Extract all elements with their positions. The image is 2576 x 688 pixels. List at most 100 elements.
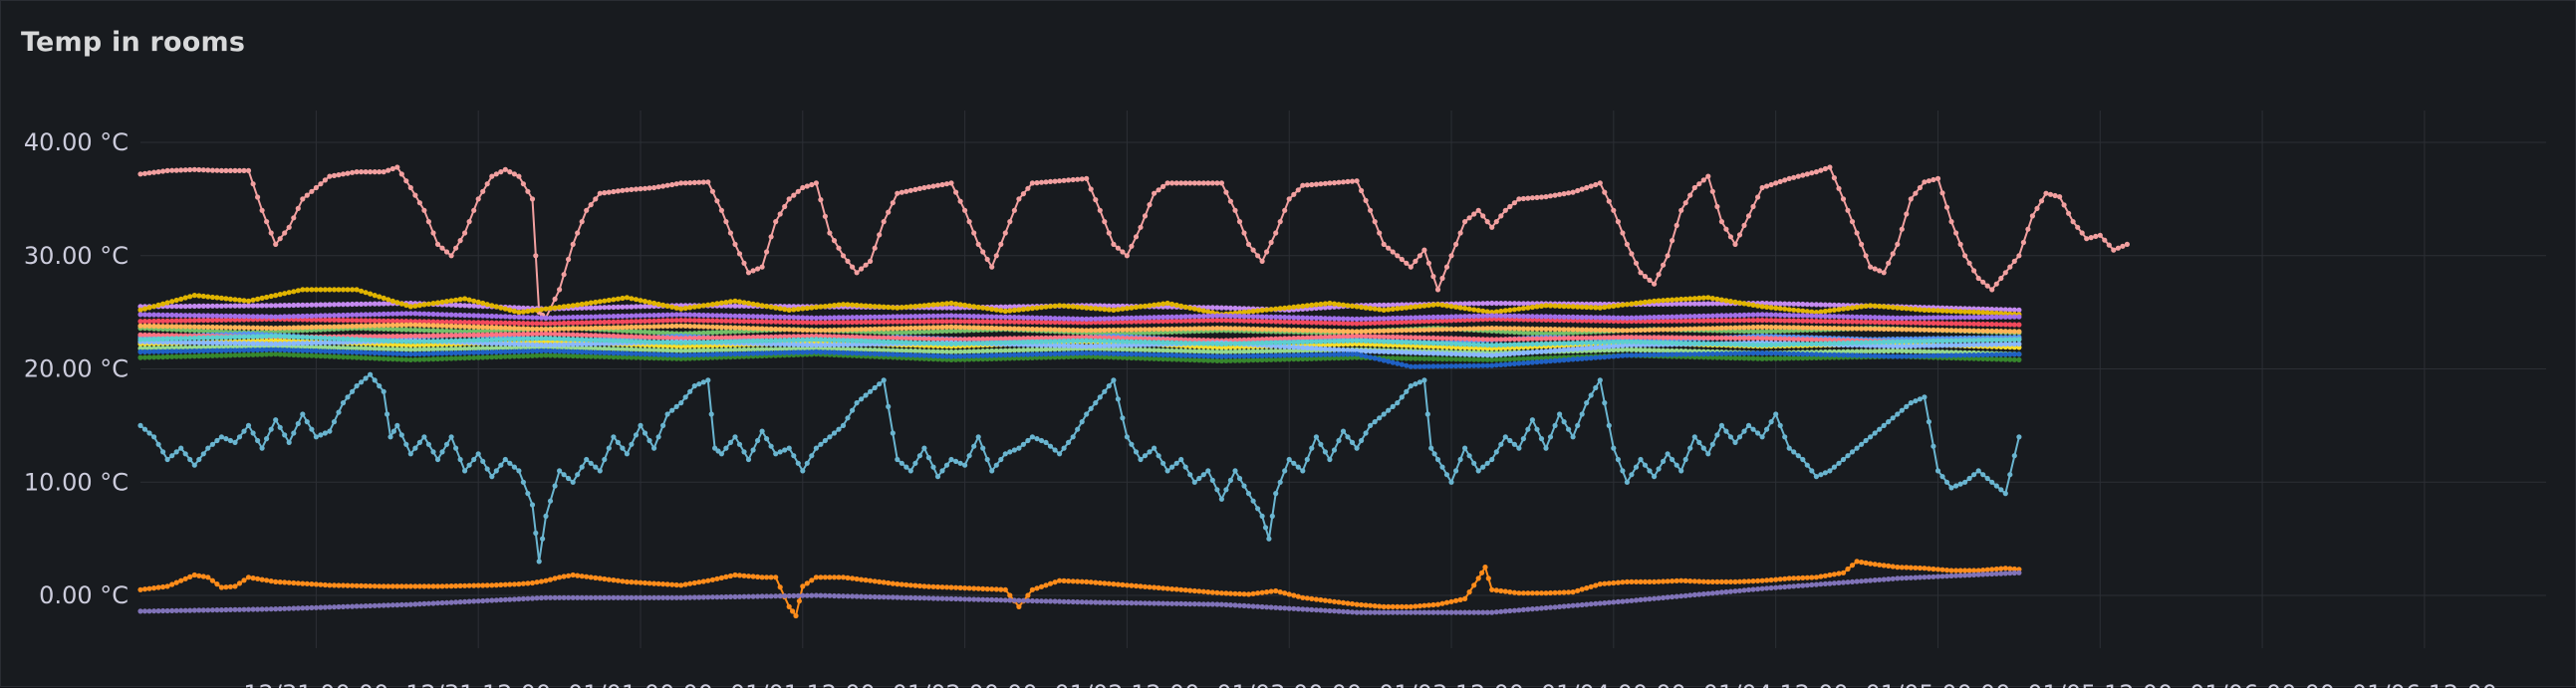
data-point [1043, 305, 1048, 310]
data-point [1016, 604, 1021, 609]
data-point [1273, 319, 1278, 324]
data-point [638, 319, 643, 324]
data-point [873, 246, 878, 251]
data-point [1219, 318, 1224, 323]
data-point [462, 599, 467, 604]
data-point [710, 302, 715, 307]
data-point [494, 468, 499, 473]
data-point [1678, 336, 1683, 341]
plot-area[interactable] [137, 164, 2130, 618]
data-point [1737, 336, 1742, 341]
data-point [1787, 446, 1792, 451]
data-point [1814, 302, 1819, 307]
series-line [140, 374, 2019, 562]
data-point [246, 423, 251, 428]
data-point [458, 333, 463, 338]
data-point [1859, 320, 1864, 325]
data-point [1007, 592, 1012, 597]
data-point [449, 600, 454, 605]
data-point [1318, 597, 1323, 602]
data-point [534, 579, 539, 584]
data-point [868, 578, 873, 583]
data-point [1336, 321, 1341, 326]
data-point [1701, 446, 1706, 451]
data-point [1958, 309, 1963, 314]
series-0[interactable] [137, 164, 2130, 321]
data-point [1886, 576, 1891, 581]
data-point [1157, 453, 1161, 458]
data-point [1039, 598, 1044, 603]
data-point [741, 319, 746, 324]
data-point [1714, 297, 1719, 302]
data-point [386, 602, 390, 607]
data-point [368, 603, 373, 608]
data-point [701, 379, 706, 384]
data-point [1503, 308, 1508, 313]
data-point [1494, 587, 1499, 592]
data-point [1291, 461, 1296, 466]
data-point [769, 305, 774, 310]
data-point [408, 602, 413, 607]
data-point [832, 320, 837, 325]
data-point [1255, 604, 1260, 609]
data-point [962, 349, 967, 354]
data-point [2007, 265, 2012, 270]
data-point [1741, 587, 1746, 592]
data-point [638, 595, 643, 600]
data-point [1800, 319, 1805, 324]
data-point [453, 583, 458, 588]
data-point [1210, 180, 1215, 185]
data-point [260, 577, 265, 582]
data-point [1287, 305, 1292, 310]
data-point [571, 573, 576, 577]
data-point [350, 583, 355, 588]
data-point [165, 608, 170, 613]
data-point [805, 320, 810, 325]
data-point [1755, 336, 1760, 341]
data-point [791, 593, 796, 598]
data-point [660, 595, 665, 600]
data-point [1269, 307, 1274, 312]
data-point [1368, 208, 1373, 213]
data-point [989, 307, 994, 312]
data-point [796, 320, 801, 325]
data-point [1291, 606, 1296, 611]
data-point [714, 319, 719, 324]
data-point [1580, 602, 1585, 607]
data-point [183, 318, 188, 323]
data-point [580, 573, 585, 578]
data-point [1750, 336, 1755, 341]
data-point [1800, 575, 1805, 580]
data-point [836, 574, 841, 579]
data-point [368, 372, 373, 377]
data-point [1400, 604, 1405, 609]
data-point [1364, 430, 1369, 435]
data-point [746, 573, 751, 578]
data-point [426, 219, 431, 224]
data-point [719, 319, 724, 324]
data-point [1994, 567, 1999, 572]
series-1[interactable] [137, 372, 2021, 565]
data-point [169, 608, 174, 613]
data-point [1696, 302, 1701, 307]
data-point [1714, 318, 1719, 323]
data-point [534, 321, 539, 326]
data-point [146, 319, 151, 324]
data-point [151, 434, 156, 439]
data-point [800, 593, 805, 598]
data-point [935, 302, 940, 307]
data-point [589, 333, 594, 338]
data-point [994, 253, 999, 258]
data-point [629, 579, 634, 584]
data-point [2007, 322, 2012, 327]
data-point [746, 457, 751, 462]
data-point [823, 593, 828, 598]
data-point [314, 303, 319, 308]
data-point [151, 608, 156, 613]
data-point [2116, 246, 2121, 251]
data-point [1904, 211, 1909, 216]
series-3[interactable] [137, 571, 2021, 615]
data-point [1652, 474, 1657, 479]
data-point [1012, 320, 1017, 325]
